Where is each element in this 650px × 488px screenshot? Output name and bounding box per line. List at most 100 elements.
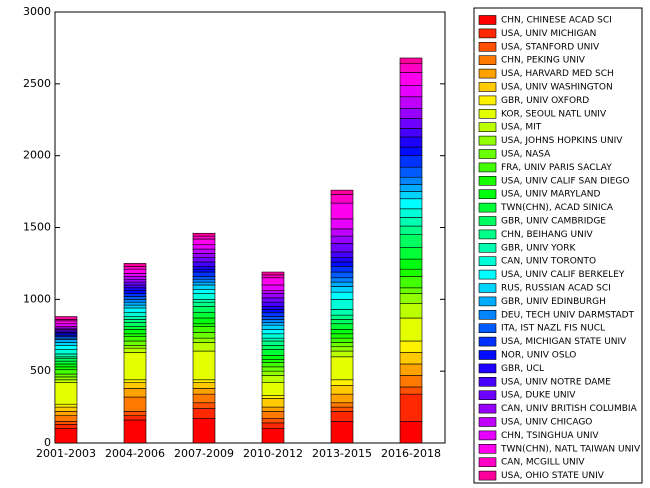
legend-label: CHN, CHINESE ACAD SCI xyxy=(501,16,612,26)
legend-label: USA, OHIO STATE UNIV xyxy=(501,471,605,481)
bar-segment xyxy=(123,311,147,317)
bar-segment xyxy=(399,217,423,227)
legend-swatch xyxy=(478,82,497,92)
x-tick-label: 2016-2018 xyxy=(381,447,441,460)
bar-segment xyxy=(330,202,354,220)
legend-swatch xyxy=(478,363,497,374)
bar-segment xyxy=(399,276,423,289)
legend-label: CHN, TSINGHUA UNIV xyxy=(501,431,599,441)
bar-segment xyxy=(123,319,147,323)
bar-segment xyxy=(123,281,147,286)
bar-segment xyxy=(123,322,147,327)
bar-segment xyxy=(54,382,78,405)
y-tick-label: 0 xyxy=(44,436,51,449)
bar-segment xyxy=(192,379,216,383)
legend-swatch xyxy=(478,189,497,199)
bar-segment xyxy=(192,238,216,246)
bar-segment xyxy=(330,291,354,300)
bar-segment xyxy=(399,118,423,129)
bar-segment xyxy=(123,278,147,283)
bar-segment xyxy=(261,293,285,299)
bar-segment xyxy=(399,155,423,168)
bar-segment xyxy=(192,257,216,263)
bar-segment xyxy=(261,333,285,339)
legend-swatch xyxy=(478,95,497,106)
bar-segment xyxy=(54,411,78,417)
bar-segment xyxy=(261,349,285,356)
bar-segment xyxy=(399,258,423,270)
legend: CHN, CHINESE ACAD SCI USA, UNIV MICHIGAN U… xyxy=(478,15,641,481)
bar-segment xyxy=(54,349,78,355)
bar-segment xyxy=(54,403,78,408)
legend-label: USA, NASA xyxy=(501,150,551,160)
bar-segment xyxy=(330,265,354,273)
bar-segment xyxy=(399,96,423,109)
legend-label: USA, UNIV CALIF SAN DIEGO xyxy=(501,176,629,186)
legend-swatch xyxy=(478,283,497,293)
bar-segment xyxy=(192,271,216,277)
bar-segment xyxy=(261,395,285,399)
bar-segment xyxy=(192,232,216,237)
bar-segment xyxy=(261,418,285,424)
bar-segment xyxy=(54,360,78,365)
bar-segment xyxy=(399,146,423,156)
bar-segment xyxy=(123,411,147,417)
bar-segment xyxy=(399,375,423,388)
x-tick-label: 2010-2012 xyxy=(243,447,303,460)
bar-segment xyxy=(192,268,216,273)
y-tick-label: 500 xyxy=(30,364,51,377)
bar-segment xyxy=(192,388,216,395)
bar-segment xyxy=(192,393,216,404)
y-tick-label: 1000 xyxy=(23,292,51,305)
bar-segment xyxy=(399,225,423,235)
bar-segment xyxy=(399,352,423,365)
bar-segment xyxy=(261,316,285,320)
legend-label: USA, UNIV MARYLAND xyxy=(501,190,601,200)
legend-swatch xyxy=(478,202,497,213)
bar-segment xyxy=(261,355,285,360)
bar-segment xyxy=(330,235,354,244)
legend-swatch xyxy=(478,135,497,146)
bar-segment xyxy=(330,402,354,408)
bar-segment xyxy=(330,329,354,335)
bar-segment xyxy=(192,261,216,267)
bar-segment xyxy=(330,356,354,381)
bar-segment xyxy=(330,385,354,395)
bar-segment xyxy=(123,352,147,381)
bar-segment xyxy=(399,184,423,192)
bar-segment xyxy=(54,369,78,375)
bar-segment xyxy=(192,235,216,240)
bar-segment xyxy=(123,345,147,349)
bar-segment xyxy=(399,107,423,119)
legend-swatch xyxy=(478,417,497,427)
bar-segment xyxy=(399,128,423,138)
bar-segment xyxy=(123,307,147,313)
bar-segment xyxy=(330,189,354,195)
legend-label: KOR, SEOUL NATL UNIV xyxy=(501,109,607,119)
legend-swatch xyxy=(478,15,497,25)
bar-segment xyxy=(192,248,216,254)
legend-swatch xyxy=(478,41,497,52)
bar-segment xyxy=(399,268,423,277)
bar-segment xyxy=(192,342,216,352)
bar-segment xyxy=(123,340,147,346)
bar-segment xyxy=(399,136,423,148)
legend-swatch xyxy=(478,323,497,334)
legend-swatch xyxy=(478,68,497,79)
bar-segment xyxy=(192,276,216,280)
bar-segment xyxy=(261,324,285,330)
bar-segment xyxy=(54,373,78,378)
bar-segment xyxy=(192,284,216,290)
bar-segment xyxy=(261,297,285,303)
legend-label: RUS, RUSSIAN ACAD SCI xyxy=(501,284,611,294)
bar-segment xyxy=(261,366,285,372)
legend-swatch xyxy=(478,470,497,481)
bar-segment xyxy=(192,253,216,258)
bar-segment xyxy=(123,419,147,444)
legend-label: USA, UNIV CHICAGO xyxy=(501,418,592,428)
bar-segment xyxy=(399,57,423,65)
y-tick-label: 1500 xyxy=(23,221,51,234)
bar-segment xyxy=(192,311,216,319)
bar-segment xyxy=(261,329,285,335)
